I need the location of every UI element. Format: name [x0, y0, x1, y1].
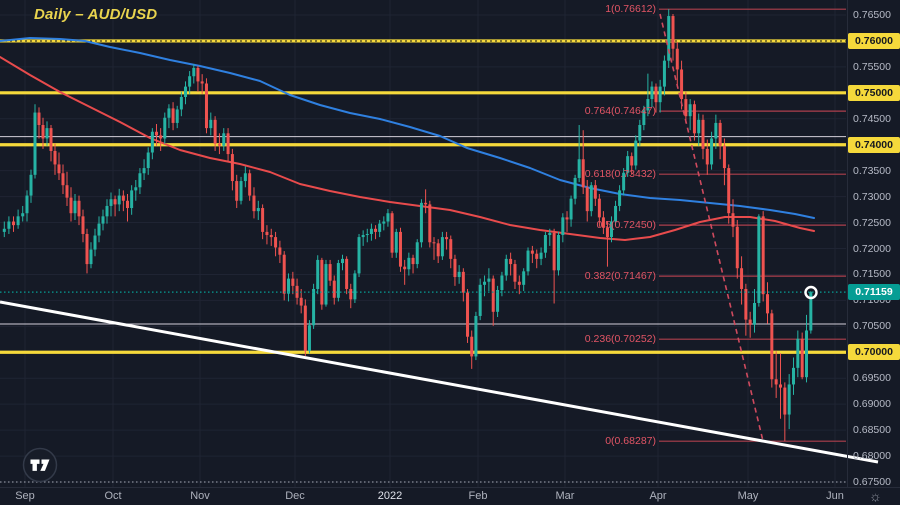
price-axis-tick: 0.69000	[853, 398, 891, 411]
fib-label: 1(0.76612)	[605, 3, 656, 16]
price-axis-border	[847, 0, 848, 487]
tradingview-logo[interactable]	[22, 447, 58, 483]
price-axis-tick: 0.67500	[853, 476, 891, 488]
yellow-level-badge: 0.70000	[848, 344, 900, 361]
fib-label: 0.236(0.70252)	[584, 333, 656, 346]
price-axis-tick: 0.73500	[853, 164, 891, 177]
logo-glyph-slash	[40, 459, 50, 471]
time-axis-tick: Sep	[15, 490, 35, 502]
price-axis-tick: 0.69500	[853, 372, 891, 385]
price-axis-tick: 0.70500	[853, 320, 891, 333]
time-axis-tick: Oct	[104, 490, 122, 502]
time-axis-border	[0, 487, 900, 488]
time-axis-tick: May	[737, 490, 759, 502]
candlesticks	[2, 9, 813, 442]
time-axis-tick: Jun	[826, 490, 844, 502]
time-axis-tick: Feb	[468, 490, 488, 502]
theme-sun-icon[interactable]: ☼	[869, 488, 882, 504]
fib-label: 0.382(0.71467)	[584, 270, 656, 283]
price-axis-tick: 0.72500	[853, 216, 891, 229]
ma-red-line	[0, 56, 815, 241]
price-axis-tick: 0.68500	[853, 424, 891, 437]
yellow-level-lines	[0, 39, 846, 354]
yellow-level-badge: 0.76000	[848, 32, 900, 49]
white-level-lines	[0, 136, 846, 325]
time-axis-tick: Mar	[555, 490, 575, 502]
price-axis-tick: 0.74500	[853, 112, 891, 125]
fib-label: 0(0.68287)	[605, 435, 656, 448]
time-axis-tick: Dec	[285, 490, 305, 502]
price-axis-tick: 0.71500	[853, 268, 891, 281]
price-axis-tick: 0.76500	[853, 9, 891, 21]
chart-title: Daily – AUD/USD	[34, 6, 158, 23]
ma-blue-line	[0, 37, 815, 219]
price-axis-tick: 0.75500	[853, 60, 891, 73]
grid-lines	[0, 0, 846, 487]
price-axis-tick: 0.73000	[853, 190, 891, 203]
fib-label: 0.764(0.74647)	[584, 105, 656, 118]
price-axis-tick: 0.72000	[853, 242, 891, 255]
yellow-level-badge: 0.75000	[848, 84, 900, 101]
price-axis-tick: 0.68000	[853, 450, 891, 463]
yellow-level-badge: 0.74000	[848, 136, 900, 153]
trendline-dashed[interactable]	[659, 13, 764, 442]
time-axis-tick: 2022	[377, 490, 403, 502]
last-price-badge: 0.71159	[848, 284, 900, 301]
fib-label: 0.618(0.73432)	[584, 168, 656, 181]
trendline-white[interactable]	[0, 300, 879, 464]
highlight-circle[interactable]	[804, 285, 818, 300]
time-axis-tick: Apr	[649, 490, 667, 502]
logo-circle	[22, 447, 58, 483]
time-axis-tick: Nov	[190, 490, 210, 502]
fib-label: 0.5(0.72450)	[596, 219, 656, 232]
logo-glyph-bar	[30, 459, 40, 471]
